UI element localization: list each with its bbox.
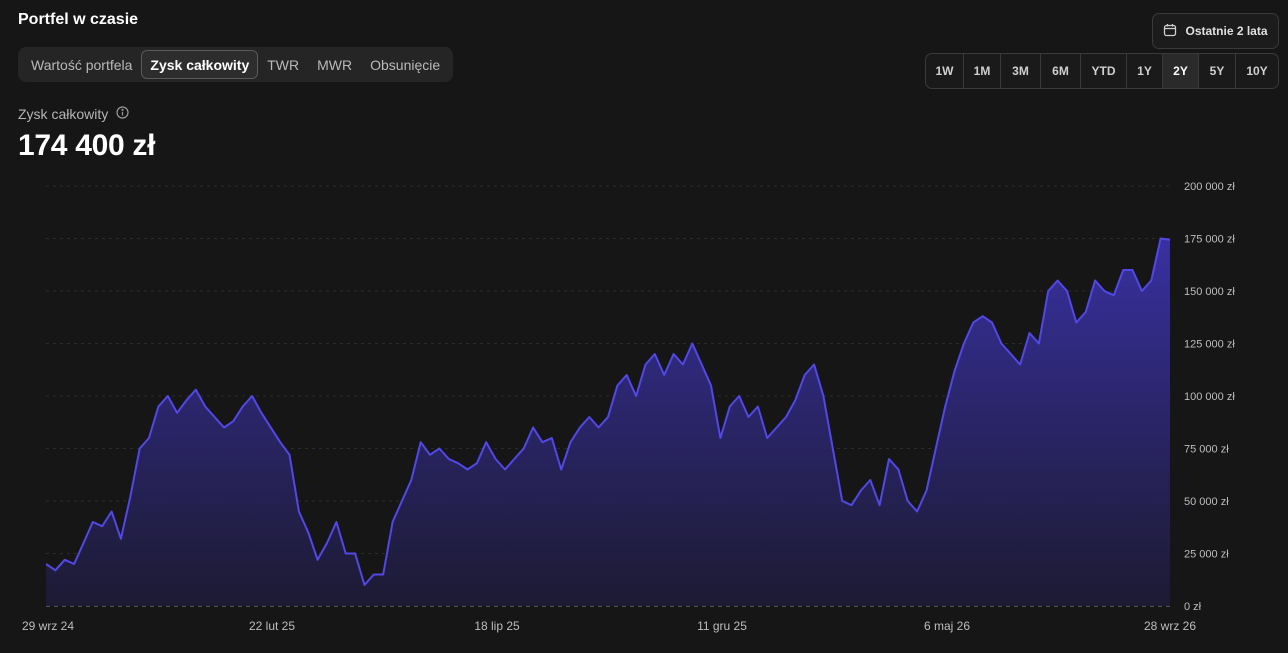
x-tick-label: 29 wrz 24 xyxy=(22,619,74,633)
y-tick-label: 25 000 zł xyxy=(1184,549,1229,561)
calendar-icon xyxy=(1163,23,1177,40)
y-tick-label: 175 000 zł xyxy=(1184,234,1235,246)
x-tick-label: 18 lip 25 xyxy=(474,619,520,633)
y-tick-label: 50 000 zł xyxy=(1184,496,1229,508)
x-tick-label: 6 maj 26 xyxy=(924,619,970,633)
y-tick-label: 200 000 zł xyxy=(1184,181,1235,193)
range-1m[interactable]: 1M xyxy=(964,54,1001,88)
info-icon[interactable] xyxy=(116,106,129,122)
x-tick-label: 22 lut 25 xyxy=(249,619,295,633)
range-3m[interactable]: 3M xyxy=(1001,54,1041,88)
range-1w[interactable]: 1W xyxy=(926,54,964,88)
series-line xyxy=(45,237,1171,586)
x-tick-label: 11 gru 25 xyxy=(697,619,747,633)
tab-portfolio-value[interactable]: Wartość portfela xyxy=(31,57,133,73)
tab-twr[interactable]: TWR xyxy=(267,57,300,73)
y-tick-label: 75 000 zł xyxy=(1184,444,1229,456)
series-area-fill xyxy=(46,238,1170,606)
range-ytd[interactable]: YTD xyxy=(1081,54,1127,88)
tab-drawdown[interactable]: Obsunięcie xyxy=(370,57,441,73)
period-selector-button[interactable]: Ostatnie 2 lata xyxy=(1152,13,1279,49)
chart-area-layer xyxy=(45,237,1171,606)
page-title: Portfel w czasie xyxy=(18,11,139,28)
metric-label: Zysk całkowity xyxy=(18,106,129,122)
x-tick-label: 28 wrz 26 xyxy=(1144,619,1196,633)
y-tick-label: 0 zł xyxy=(1184,601,1202,613)
metric-label-text: Zysk całkowity xyxy=(18,106,109,122)
y-axis: 0 zł 25 000 zł 50 000 zł 75 000 zł 100 000 z… xyxy=(1184,181,1235,613)
range-1y[interactable]: 1Y xyxy=(1127,54,1163,88)
range-selector: 1W 1M 3M 6M YTD 1Y 2Y 5Y 10Y xyxy=(925,53,1279,89)
tab-total-profit[interactable]: Zysk całkowity xyxy=(141,50,259,79)
metric-value: 174 400 zł xyxy=(18,129,156,162)
tab-mwr[interactable]: MWR xyxy=(317,57,353,73)
view-tabs: Wartość portfela Zysk całkowity TWR MWR … xyxy=(18,47,454,82)
period-label: Ostatnie 2 lata xyxy=(1185,24,1268,38)
y-tick-label: 125 000 zł xyxy=(1184,339,1235,351)
range-10y[interactable]: 10Y xyxy=(1246,64,1268,78)
range-2y[interactable]: 2Y xyxy=(1163,54,1199,88)
y-tick-label: 100 000 zł xyxy=(1184,391,1235,403)
range-6m[interactable]: 6M xyxy=(1041,54,1081,88)
range-5y[interactable]: 5Y xyxy=(1199,54,1236,88)
profit-area-chart: 0 zł 25 000 zł 50 000 zł 75 000 zł 100 000 z… xyxy=(22,181,1235,633)
y-tick-label: 150 000 zł xyxy=(1184,286,1235,298)
x-axis: 29 wrz 24 22 lut 25 18 lip 25 11 gru 25 6 ma… xyxy=(22,619,1196,633)
